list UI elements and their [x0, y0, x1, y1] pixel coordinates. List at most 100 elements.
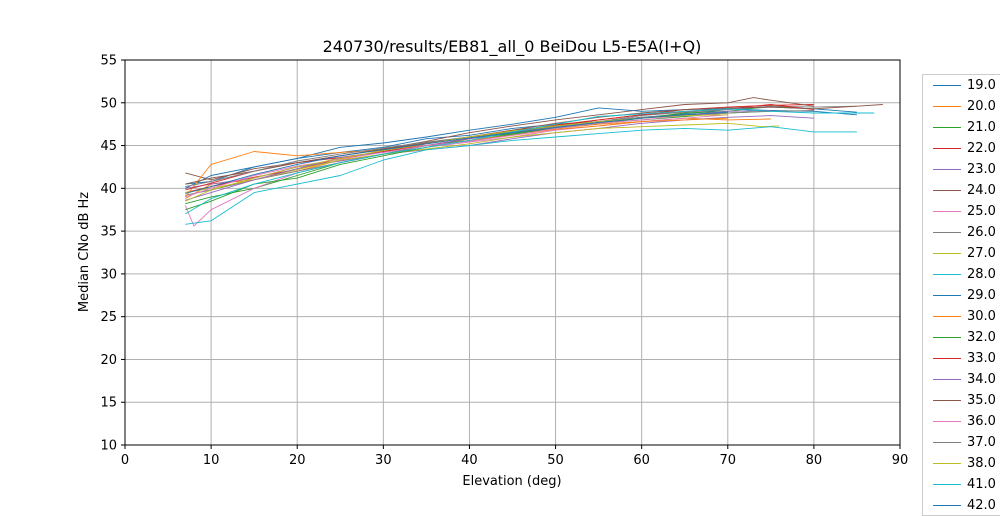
x-tick-label: 20 — [289, 453, 306, 468]
legend-item: 37.0 — [923, 432, 1000, 453]
x-tick-label: 40 — [461, 453, 478, 468]
legend-label: 20.0 — [967, 99, 996, 114]
legend-item: 24.0 — [923, 180, 1000, 201]
plot-frame — [124, 59, 901, 446]
chart-title: 240730/results/EB81_all_0 BeiDou L5-E5A(… — [323, 37, 702, 57]
legend-swatch — [933, 127, 961, 128]
legend-swatch — [933, 484, 961, 485]
legend-label: 28.0 — [967, 267, 996, 282]
legend-item: 21.0 — [923, 117, 1000, 138]
legend-label: 36.0 — [967, 414, 996, 429]
legend-label: 30.0 — [967, 309, 996, 324]
legend-item: 35.0 — [923, 390, 1000, 411]
legend-item: 27.0 — [923, 243, 1000, 264]
legend-swatch — [933, 400, 961, 401]
legend-label: 24.0 — [967, 183, 996, 198]
x-tick-label: 0 — [121, 453, 129, 468]
legend-swatch — [933, 421, 961, 422]
series-line-42.0 — [185, 111, 728, 194]
series-line-35.0 — [185, 104, 883, 185]
y-tick-label: 25 — [100, 310, 117, 325]
legend-label: 35.0 — [967, 393, 996, 408]
legend-label: 25.0 — [967, 204, 996, 219]
legend-item: 28.0 — [923, 264, 1000, 285]
legend-swatch — [933, 232, 961, 233]
legend-swatch — [933, 337, 961, 338]
x-axis-label: Elevation (deg) — [462, 474, 561, 489]
legend-label: 26.0 — [967, 225, 996, 240]
legend-item: 32.0 — [923, 327, 1000, 348]
x-tick-label: 90 — [892, 453, 909, 468]
legend-label: 32.0 — [967, 330, 996, 345]
legend-label: 33.0 — [967, 351, 996, 366]
legend-swatch — [933, 505, 961, 506]
axis-ticks: 0 10 20 30 40 50 60 70 80 90 10 15 20 25 30 35 40 45 50 55 — [100, 54, 908, 469]
series-line-21.0 — [185, 105, 797, 205]
series-line-20.0 — [185, 117, 771, 199]
legend-item: 19.0 — [923, 75, 1000, 96]
x-tick-label: 30 — [375, 453, 392, 468]
legend-swatch — [933, 442, 961, 443]
series-line-32.0 — [185, 110, 771, 211]
legend-label: 42.0 — [967, 498, 996, 513]
y-tick-label: 40 — [100, 182, 117, 197]
legend-item: 20.0 — [923, 96, 1000, 117]
y-axis-label: Median CNo dB Hz — [77, 192, 92, 312]
legend-item: 23.0 — [923, 159, 1000, 180]
y-tick-label: 15 — [100, 396, 117, 411]
legend-label: 21.0 — [967, 120, 996, 135]
legend-swatch — [933, 295, 961, 296]
series-line-34.0 — [185, 110, 771, 201]
line-chart: 240730/results/EB81_all_0 BeiDou L5-E5A(… — [77, 37, 908, 489]
x-tick-label: 60 — [633, 453, 650, 468]
legend-swatch — [933, 148, 961, 149]
legend-item: 33.0 — [923, 348, 1000, 369]
x-tick-label: 70 — [720, 453, 737, 468]
legend-label: 23.0 — [967, 162, 996, 177]
legend-swatch — [933, 316, 961, 317]
legend-label: 34.0 — [967, 372, 996, 387]
legend-swatch — [933, 379, 961, 380]
legend-swatch — [933, 358, 961, 359]
legend-item: 25.0 — [923, 201, 1000, 222]
legend-item: 41.0 — [923, 474, 1000, 495]
y-tick-label: 20 — [100, 353, 117, 368]
legend-label: 38.0 — [967, 456, 996, 471]
y-tick-label: 30 — [100, 267, 117, 282]
legend-label: 27.0 — [967, 246, 996, 261]
grid — [124, 59, 901, 446]
legend-item: 30.0 — [923, 306, 1000, 327]
legend-swatch — [933, 106, 961, 107]
legend-item: 42.0 — [923, 495, 1000, 515]
legend-label: 41.0 — [967, 477, 996, 492]
legend-item: 34.0 — [923, 369, 1000, 390]
legend: 19.0 20.0 21.0 22.0 23.0 24.0 25.0 26.0 27.0 28.0… — [922, 74, 1000, 516]
legend-label: 29.0 — [967, 288, 996, 303]
y-tick-label: 35 — [100, 225, 117, 240]
legend-swatch — [933, 274, 961, 275]
legend-swatch — [933, 169, 961, 170]
series-line-25.0 — [184, 114, 728, 227]
legend-swatch — [933, 463, 961, 464]
series-line-41.0 — [185, 108, 875, 215]
legend-label: 22.0 — [967, 141, 996, 156]
legend-item: 29.0 — [923, 285, 1000, 306]
legend-swatch — [933, 190, 961, 191]
legend-swatch — [933, 253, 961, 254]
y-tick-label: 55 — [100, 54, 117, 69]
y-tick-label: 10 — [100, 439, 117, 454]
legend-swatch — [933, 85, 961, 86]
y-tick-label: 45 — [100, 139, 117, 154]
legend-item: 38.0 — [923, 453, 1000, 474]
legend-item: 36.0 — [923, 411, 1000, 432]
legend-label: 19.0 — [967, 78, 996, 93]
legend-swatch — [933, 211, 961, 212]
legend-item: 26.0 — [923, 222, 1000, 243]
series-line-37.0 — [185, 110, 814, 188]
y-tick-label: 50 — [100, 96, 117, 111]
legend-label: 37.0 — [967, 435, 996, 450]
series-group — [184, 97, 883, 227]
x-tick-label: 10 — [203, 453, 220, 468]
x-tick-label: 80 — [806, 453, 823, 468]
series-line-28.0 — [185, 126, 857, 225]
